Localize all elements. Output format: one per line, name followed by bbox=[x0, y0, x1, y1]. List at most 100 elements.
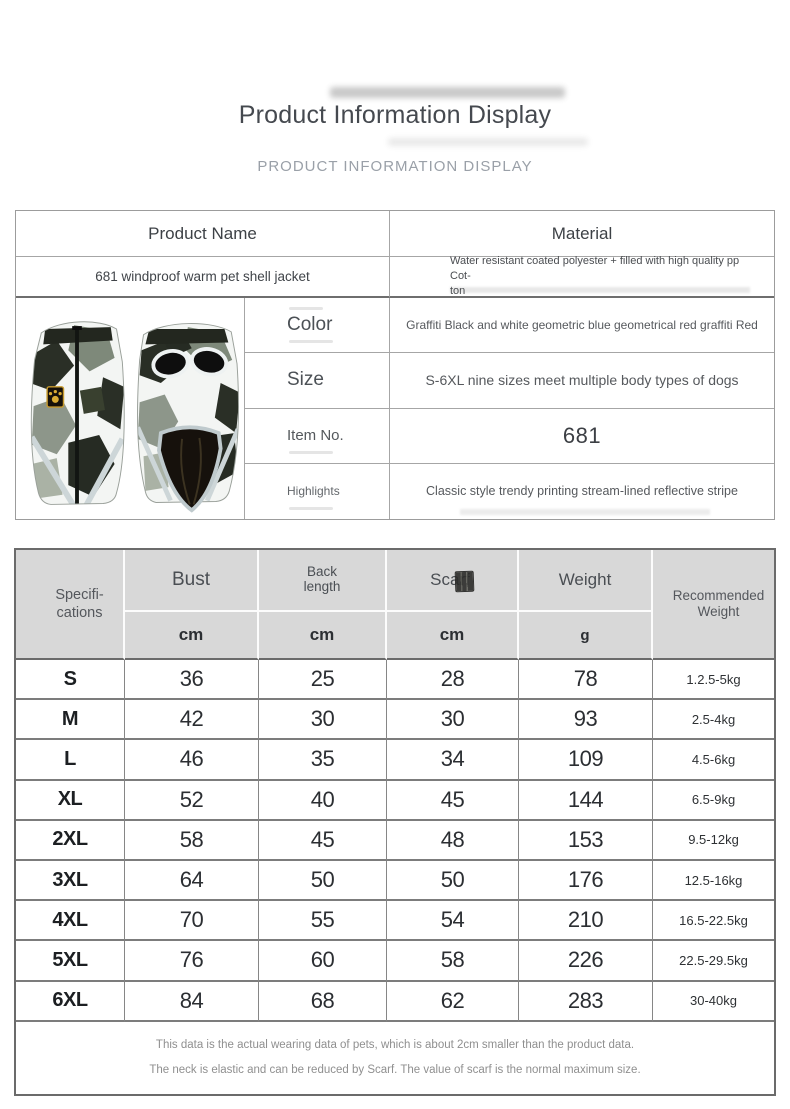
product-name-header: Product Name bbox=[16, 211, 390, 257]
back-length-cell: 35 bbox=[259, 740, 387, 781]
scarf-cell: 30 bbox=[387, 700, 519, 741]
size-cell: 3XL bbox=[16, 860, 125, 902]
back-length-cell: 60 bbox=[259, 941, 387, 982]
weight-cell: 78 bbox=[519, 660, 653, 701]
note-neck-elastic: The neck is elastic and can be reduced b… bbox=[149, 1064, 641, 1077]
recommended-weight-cell: 30-40kg bbox=[653, 981, 774, 1022]
recommended-weight-cell: 9.5-12kg bbox=[653, 820, 774, 861]
recommended-header-line1: Recommended bbox=[672, 588, 765, 604]
page-title: Product Information Display bbox=[238, 101, 552, 129]
scarf-cell: 62 bbox=[387, 981, 519, 1022]
weight-header: Weight bbox=[519, 550, 653, 612]
recommended-weight-cell: 6.5-9kg bbox=[653, 780, 774, 821]
material-value-line2: ton bbox=[450, 284, 466, 297]
bust-cell: 46 bbox=[125, 740, 259, 781]
back-length-header-line1: Back bbox=[306, 564, 337, 580]
product-image bbox=[16, 298, 245, 519]
back-length-cell: 45 bbox=[259, 820, 387, 861]
recommended-weight-cell: 12.5-16kg bbox=[653, 860, 774, 902]
erased-text-remnant bbox=[289, 450, 333, 454]
material-value: Water resistant coated polyester + fille… bbox=[390, 255, 774, 298]
page-subtitle: PRODUCT INFORMATION DISPLAY bbox=[257, 158, 533, 175]
size-chart-table: Specifi- cations Bust Back length Scarf … bbox=[14, 548, 776, 1096]
highlights-label-cell: Highlights bbox=[245, 463, 390, 519]
specifications-header-line2: cations bbox=[56, 605, 103, 621]
bust-cell: 52 bbox=[125, 780, 259, 821]
bust-cell: 76 bbox=[125, 941, 259, 982]
scarf-cell: 58 bbox=[387, 941, 519, 982]
weight-cell: 210 bbox=[519, 901, 653, 942]
recommended-weight-cell: 2.5-4kg bbox=[653, 700, 774, 741]
weight-unit: g bbox=[519, 612, 653, 660]
recommended-weight-cell: 22.5-29.5kg bbox=[653, 941, 774, 982]
highlights-value-text: Classic style trendy printing stream-lin… bbox=[426, 484, 738, 499]
weight-cell: 226 bbox=[519, 941, 653, 982]
scarf-cell: 34 bbox=[387, 740, 519, 781]
back-length-cell: 25 bbox=[259, 660, 387, 701]
size-cell: 2XL bbox=[16, 820, 125, 861]
bust-cell: 58 bbox=[125, 820, 259, 861]
recommended-weight-cell: 16.5-22.5kg bbox=[653, 901, 774, 942]
recommended-weight-header: Recommended Weight bbox=[653, 550, 774, 660]
erased-character-remnant bbox=[454, 570, 475, 592]
scarf-cell: 45 bbox=[387, 780, 519, 821]
bust-cell: 64 bbox=[125, 860, 259, 902]
erased-text-remnant bbox=[460, 509, 710, 515]
back-length-cell: 30 bbox=[259, 700, 387, 741]
product-name-value: 681 windproof warm pet shell jacket bbox=[16, 257, 390, 298]
weight-cell: 283 bbox=[519, 981, 653, 1022]
material-header: Material bbox=[390, 211, 774, 257]
back-length-cell: 50 bbox=[259, 860, 387, 902]
bust-cell: 36 bbox=[125, 660, 259, 701]
back-length-cell: 40 bbox=[259, 780, 387, 821]
item-no-label: Item No. bbox=[287, 427, 344, 445]
size-cell: S bbox=[16, 660, 125, 701]
size-cell: 6XL bbox=[16, 981, 125, 1022]
scarf-cell: 28 bbox=[387, 660, 519, 701]
weight-cell: 153 bbox=[519, 820, 653, 861]
paw-logo-tag bbox=[45, 385, 64, 408]
weight-cell: 93 bbox=[519, 700, 653, 741]
size-cell: XL bbox=[16, 780, 125, 821]
erased-text-remnant bbox=[289, 307, 323, 310]
size-cell: 4XL bbox=[16, 901, 125, 942]
item-no-label-cell: Item No. bbox=[245, 408, 390, 464]
highlights-label: Highlights bbox=[287, 484, 340, 499]
camo-pet-vest-illustration bbox=[30, 320, 239, 513]
bust-cell: 42 bbox=[125, 700, 259, 741]
weight-cell: 176 bbox=[519, 860, 653, 902]
scarf-unit: cm bbox=[387, 612, 519, 660]
bust-unit: cm bbox=[125, 612, 259, 660]
back-length-header-line2: length bbox=[303, 579, 341, 594]
back-length-unit: cm bbox=[259, 612, 387, 660]
recommended-header-line2: Weight bbox=[697, 604, 740, 619]
product-info-table: Product Name Material 681 windproof warm… bbox=[15, 210, 775, 520]
erased-text-remnant bbox=[289, 507, 333, 510]
bust-cell: 70 bbox=[125, 901, 259, 942]
scarf-cell: 50 bbox=[387, 860, 519, 902]
recommended-weight-cell: 1.2.5-5kg bbox=[653, 660, 774, 701]
back-length-cell: 68 bbox=[259, 981, 387, 1022]
material-value-line1: Water resistant coated polyester + fille… bbox=[450, 255, 740, 283]
bust-cell: 84 bbox=[125, 981, 259, 1022]
size-label-cell: Size bbox=[245, 353, 390, 409]
back-length-cell: 55 bbox=[259, 901, 387, 942]
back-length-header: Back length bbox=[259, 550, 387, 612]
size-cell: M bbox=[16, 700, 125, 741]
specifications-header-line1: Specifi- bbox=[55, 586, 104, 603]
erased-text-remnant bbox=[450, 287, 750, 293]
color-label-cell: Color bbox=[245, 298, 390, 354]
color-label: Color bbox=[287, 314, 333, 336]
size-cell: 5XL bbox=[16, 941, 125, 982]
bust-header: Bust bbox=[125, 550, 259, 612]
erased-text-remnant bbox=[289, 340, 333, 344]
size-value: S-6XL nine sizes meet multiple body type… bbox=[390, 353, 774, 409]
scarf-cell: 48 bbox=[387, 820, 519, 861]
size-label: Size bbox=[287, 369, 324, 391]
color-value: Graffiti Black and white geometric blue … bbox=[390, 298, 774, 354]
watermark-remnant bbox=[388, 138, 588, 146]
size-chart-notes: This data is the actual wearing data of … bbox=[16, 1021, 774, 1094]
highlights-value: Classic style trendy printing stream-lin… bbox=[390, 464, 774, 519]
watermark-remnant bbox=[330, 87, 565, 98]
